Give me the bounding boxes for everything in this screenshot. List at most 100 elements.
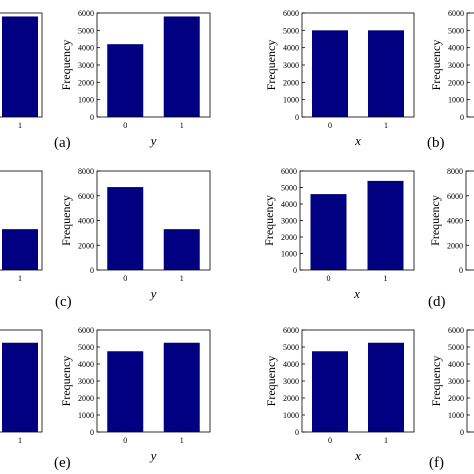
ytick-label-p10-0: 0 (295, 428, 299, 437)
ytick-label-p11-1: 1000 (448, 411, 464, 420)
ytick-label-p11-6: 6000 (448, 326, 464, 335)
ylabel-p6: Frequency (262, 195, 276, 246)
ytick-label-p2-4: 4000 (283, 44, 299, 53)
ytick-label-p6-2: 2000 (281, 233, 297, 242)
ytick-label-p1-4: 4000 (78, 44, 94, 53)
bar-p5-1 (163, 229, 200, 270)
bar-p5-0 (107, 187, 144, 270)
ytick-label-p3-5: 5000 (448, 26, 464, 35)
bar-p6-1 (367, 180, 404, 270)
ytick-label-p2-6: 6000 (283, 9, 299, 18)
ylabel-p7: Frequency (428, 195, 442, 246)
ytick-label-p1-2: 2000 (78, 78, 94, 87)
ytick-label-p5-2: 4000 (78, 217, 94, 226)
ytick-label-p6-1: 1000 (281, 250, 297, 259)
bar-p1-1 (163, 16, 200, 117)
ytick-label-p9-2: 2000 (78, 394, 94, 403)
ylabel-p1: Frequency (59, 40, 73, 91)
xtick-label-p4-0: 1 (18, 274, 22, 283)
xlabel-p1: y (149, 133, 157, 148)
ytick-label-p5-0: 0 (90, 266, 94, 275)
ytick-label-p10-5: 5000 (283, 343, 299, 352)
ytick-label-p10-3: 3000 (283, 377, 299, 386)
ylabel-p10: Frequency (264, 356, 278, 407)
panel-label-b: (b) (427, 135, 445, 151)
ytick-label-p1-3: 3000 (78, 61, 94, 70)
panel-label-f: (f) (429, 455, 444, 471)
panel-label-d: (d) (428, 294, 446, 310)
xtick-label-p1-0: 0 (123, 121, 127, 130)
ytick-label-p3-6: 6000 (448, 9, 464, 18)
ytick-label-p3-3: 3000 (448, 61, 464, 70)
ytick-label-p3-2: 2000 (448, 78, 464, 87)
ytick-label-p2-0: 0 (295, 113, 299, 122)
ytick-label-p1-1: 1000 (78, 96, 94, 105)
bar-p9-0 (107, 351, 144, 432)
xtick-label-p9-1: 1 (180, 436, 184, 445)
ytick-label-p6-5: 5000 (281, 184, 297, 193)
xtick-label-p0-0: 1 (18, 121, 22, 130)
bar-p0-0 (2, 16, 38, 117)
ytick-label-p9-4: 4000 (78, 360, 94, 369)
ytick-label-p11-2: 2000 (448, 394, 464, 403)
ytick-label-p9-0: 0 (90, 428, 94, 437)
ytick-label-p3-4: 4000 (448, 44, 464, 53)
ytick-label-p3-1: 1000 (448, 96, 464, 105)
ytick-label-p7-2: 4000 (447, 217, 463, 226)
ytick-label-p9-3: 3000 (78, 377, 94, 386)
ytick-label-p3-0: 0 (460, 113, 464, 122)
ytick-label-p2-2: 2000 (283, 78, 299, 87)
ytick-label-p1-5: 5000 (78, 26, 94, 35)
ytick-label-p5-4: 8000 (78, 167, 94, 176)
xtick-label-p5-1: 1 (180, 274, 184, 283)
xlabel-p10: x (354, 448, 361, 463)
ytick-label-p7-1: 2000 (447, 241, 463, 250)
ytick-label-p2-5: 5000 (283, 26, 299, 35)
bar-p2-1 (368, 30, 404, 117)
ytick-label-p9-5: 5000 (78, 343, 94, 352)
xtick-label-p9-0: 0 (123, 436, 127, 445)
panel-label-c: (c) (55, 294, 72, 310)
ytick-label-p9-6: 6000 (78, 326, 94, 335)
xtick-label-p5-0: 0 (123, 274, 127, 283)
bar-p8-0 (2, 342, 38, 432)
ytick-label-p10-1: 1000 (283, 411, 299, 420)
xlabel-p6: x (353, 286, 360, 301)
ytick-label-p2-3: 3000 (283, 61, 299, 70)
panel-label-e: (e) (54, 455, 71, 471)
ytick-label-p7-0: 0 (459, 266, 463, 275)
xlabel-p2: x (354, 133, 361, 148)
ytick-label-p10-4: 4000 (283, 360, 299, 369)
ylabel-p3: Frequency (429, 40, 443, 91)
ytick-label-p6-4: 4000 (281, 200, 297, 209)
xtick-label-p6-1: 1 (384, 274, 388, 283)
ylabel-p11: Frequency (429, 356, 443, 407)
ytick-label-p5-1: 2000 (78, 241, 94, 250)
bar-p10-0 (312, 351, 348, 432)
xlabel-p5: y (149, 286, 157, 301)
ylabel-p5: Frequency (59, 195, 73, 246)
ytick-label-p7-3: 6000 (447, 192, 463, 201)
panel-label-a: (a) (54, 135, 71, 151)
ytick-label-p11-5: 5000 (448, 343, 464, 352)
bar-p4-0 (2, 229, 38, 270)
ytick-label-p6-6: 6000 (281, 167, 297, 176)
ytick-label-p6-0: 0 (293, 266, 297, 275)
ytick-label-p5-3: 6000 (78, 192, 94, 201)
bar-p2-0 (312, 30, 348, 117)
ytick-label-p2-1: 1000 (283, 96, 299, 105)
ytick-label-p1-0: 0 (90, 113, 94, 122)
xtick-label-p8-0: 1 (18, 436, 22, 445)
xtick-label-p6-0: 0 (327, 274, 331, 283)
ytick-label-p6-3: 3000 (281, 217, 297, 226)
ytick-label-p11-0: 0 (460, 428, 464, 437)
ytick-label-p7-4: 8000 (447, 167, 463, 176)
xtick-label-p2-1: 1 (384, 121, 388, 130)
xtick-label-p1-1: 1 (180, 121, 184, 130)
ytick-label-p10-2: 2000 (283, 394, 299, 403)
bar-p10-1 (368, 342, 404, 432)
xlabel-p9: y (149, 448, 157, 463)
ytick-label-p10-6: 6000 (283, 326, 299, 335)
bar-p6-0 (310, 194, 347, 270)
